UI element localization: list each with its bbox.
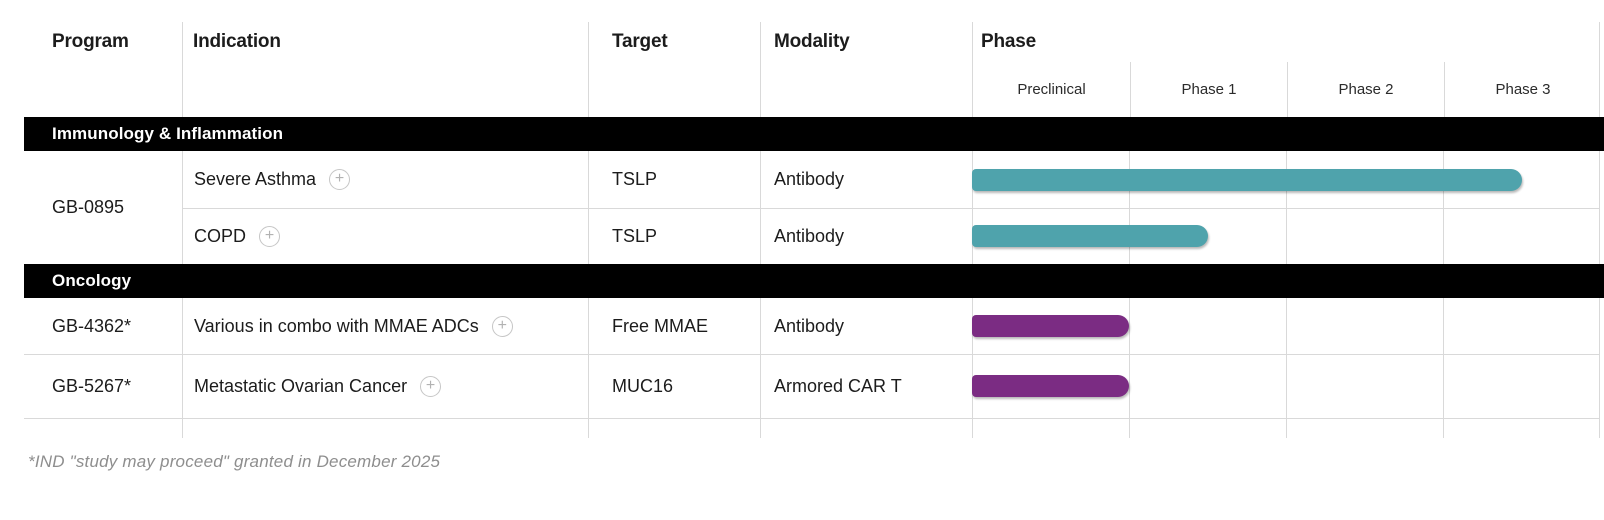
- phase-cell-phase2: [1286, 208, 1443, 264]
- column-header-phase: Phase: [981, 31, 1036, 52]
- table-row-truncated: [24, 418, 1604, 438]
- program-cell-gb-4362: GB-4362*: [52, 315, 132, 336]
- target-cell: TSLP: [588, 151, 760, 208]
- phase-column-preclinical: Preclinical: [1017, 81, 1086, 98]
- program-cell-gb-5267: GB-5267*: [24, 354, 182, 418]
- expand-plus-icon[interactable]: +: [491, 315, 513, 337]
- indication-cell-severe-asthma: Severe Asthma +: [182, 151, 588, 208]
- column-header-indication: Indication: [182, 22, 588, 117]
- indication-cell-copd: COPD +: [182, 208, 588, 264]
- phase-cell-phase1: [1129, 354, 1286, 418]
- stub-cell: [24, 418, 182, 438]
- table-header: Program Indication Target Modality Phase…: [24, 22, 1604, 117]
- column-header-indication-label: Indication: [193, 31, 281, 52]
- program-cell-gb-0895: GB-0895: [52, 197, 125, 217]
- indication-label: COPD: [194, 226, 247, 246]
- column-header-program: Program: [24, 22, 182, 117]
- modality-cell: Antibody: [760, 208, 972, 264]
- target-cell: Free MMAE: [588, 298, 760, 354]
- column-header-modality-label: Modality: [774, 31, 850, 52]
- phase-cell-phase2: [1286, 354, 1443, 418]
- expand-plus-icon[interactable]: +: [420, 376, 442, 397]
- phase-progress-bar-copd: [972, 225, 1208, 247]
- stub-cell: [1286, 418, 1443, 438]
- expand-plus-icon[interactable]: +: [259, 226, 281, 247]
- section-header-immunology-inflammation-label: Immunology & Inflammation: [52, 124, 284, 143]
- phase-cell-phase1: [1129, 298, 1286, 354]
- column-header-program-label: Program: [52, 31, 129, 52]
- stub-cell: [588, 418, 760, 438]
- phase-cell-phase3: [1443, 354, 1600, 418]
- stub-cell: [1443, 418, 1600, 438]
- indication-label: Metastatic Ovarian Cancer: [194, 376, 408, 396]
- target-cell: MUC16: [588, 354, 760, 418]
- phase-progress-bar-severe-asthma: [972, 169, 1522, 191]
- modality-cell: Antibody: [760, 298, 972, 354]
- expand-plus-icon[interactable]: +: [329, 169, 351, 190]
- section-header-immunology-inflammation: Immunology & Inflammation: [24, 117, 1604, 151]
- indication-label: Severe Asthma: [194, 169, 317, 189]
- modality-cell: Armored CAR T: [760, 354, 972, 418]
- ind-footnote: *IND "study may proceed" granted in Dece…: [28, 452, 441, 471]
- section-header-oncology-label: Oncology: [52, 271, 132, 290]
- table-row-gb-4362: GB-4362* Various in combo with MMAE ADCs…: [24, 298, 1604, 354]
- phase-column-phase1: Phase 1: [1130, 62, 1287, 117]
- indication-label: Various in combo with MMAE ADCs: [194, 315, 479, 336]
- target-cell: TSLP: [588, 208, 760, 264]
- phase-column-phase2: Phase 2: [1287, 62, 1444, 117]
- indication-cell-mmae-adcs: Various in combo with MMAE ADCs +: [182, 298, 588, 354]
- stub-cell: [760, 418, 972, 438]
- table-row-gb-5267: GB-5267* Metastatic Ovarian Cancer + MUC…: [24, 354, 1604, 418]
- phase-column-phase3: Phase 3: [1444, 62, 1601, 117]
- pipeline-table: Program Indication Target Modality Phase…: [24, 22, 1604, 438]
- stub-cell: [182, 418, 588, 438]
- stub-cell: [1129, 418, 1286, 438]
- phase-progress-bar-gb-4362: [972, 315, 1129, 337]
- phase-cell-phase3: [1443, 298, 1600, 354]
- phase-progress-bar-gb-5267: [972, 375, 1129, 397]
- indication-cell-metastatic-ovarian-cancer: Metastatic Ovarian Cancer +: [182, 354, 588, 418]
- column-header-target: Target: [588, 22, 760, 117]
- column-header-target-label: Target: [612, 31, 668, 52]
- phase-subheader-row: Preclinical Phase 1 Phase 2 Phase 3: [973, 62, 1599, 117]
- program-group-gb-0895: GB-0895 Severe Asthma + TSLP Antibody CO…: [24, 151, 1604, 264]
- phase-cell-phase3: [1443, 208, 1600, 264]
- phase-cell-phase2: [1286, 298, 1443, 354]
- modality-cell: Antibody: [760, 151, 972, 208]
- column-header-modality: Modality: [760, 22, 972, 117]
- column-header-phase-group: Phase Preclinical Phase 1 Phase 2 Phase …: [972, 22, 1600, 117]
- stub-cell: [972, 418, 1129, 438]
- section-header-oncology: Oncology: [24, 264, 1604, 298]
